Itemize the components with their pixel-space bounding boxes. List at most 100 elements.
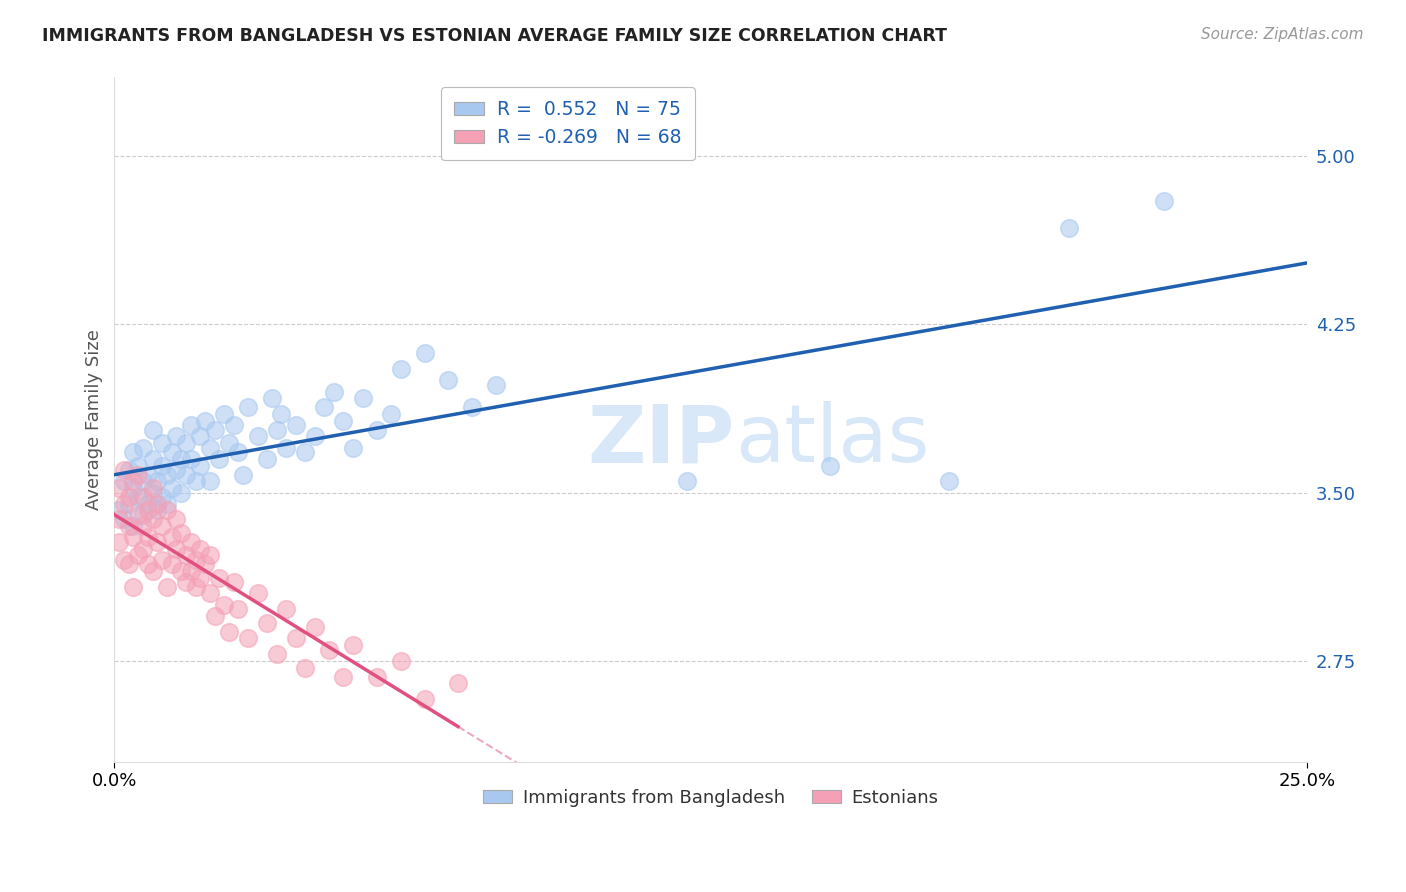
- Point: [127, 549, 149, 563]
- Point: [266, 647, 288, 661]
- Point: [276, 602, 298, 616]
- Point: [180, 451, 202, 466]
- Point: [132, 519, 155, 533]
- Point: [165, 512, 187, 526]
- Point: [118, 490, 141, 504]
- Point: [136, 558, 159, 572]
- Point: [413, 346, 436, 360]
- Point: [108, 481, 131, 495]
- Point: [150, 458, 173, 473]
- Point: [222, 418, 245, 433]
- Point: [194, 558, 217, 572]
- Text: IMMIGRANTS FROM BANGLADESH VS ESTONIAN AVERAGE FAMILY SIZE CORRELATION CHART: IMMIGRANTS FROM BANGLADESH VS ESTONIAN A…: [42, 27, 948, 45]
- Point: [938, 475, 960, 489]
- Point: [236, 632, 259, 646]
- Point: [127, 508, 149, 522]
- Point: [212, 407, 235, 421]
- Point: [294, 445, 316, 459]
- Point: [188, 429, 211, 443]
- Point: [146, 475, 169, 489]
- Point: [180, 564, 202, 578]
- Point: [198, 549, 221, 563]
- Point: [380, 407, 402, 421]
- Point: [112, 475, 135, 489]
- Point: [318, 642, 340, 657]
- Point: [188, 541, 211, 556]
- Point: [352, 392, 374, 406]
- Point: [314, 401, 336, 415]
- Point: [194, 414, 217, 428]
- Point: [1057, 220, 1080, 235]
- Point: [266, 423, 288, 437]
- Point: [256, 615, 278, 630]
- Point: [676, 475, 699, 489]
- Point: [198, 475, 221, 489]
- Point: [118, 519, 141, 533]
- Point: [174, 549, 197, 563]
- Point: [188, 458, 211, 473]
- Point: [127, 458, 149, 473]
- Point: [228, 602, 250, 616]
- Point: [180, 534, 202, 549]
- Point: [294, 660, 316, 674]
- Point: [132, 508, 155, 522]
- Point: [332, 414, 354, 428]
- Point: [112, 512, 135, 526]
- Point: [818, 458, 841, 473]
- Point: [142, 481, 165, 495]
- Point: [413, 692, 436, 706]
- Point: [160, 445, 183, 459]
- Point: [122, 580, 145, 594]
- Point: [184, 553, 207, 567]
- Point: [170, 564, 193, 578]
- Point: [284, 418, 307, 433]
- Y-axis label: Average Family Size: Average Family Size: [86, 329, 103, 510]
- Text: atlas: atlas: [735, 401, 929, 479]
- Point: [118, 463, 141, 477]
- Point: [204, 423, 226, 437]
- Point: [150, 553, 173, 567]
- Point: [437, 373, 460, 387]
- Point: [122, 519, 145, 533]
- Point: [256, 451, 278, 466]
- Point: [342, 638, 364, 652]
- Point: [180, 418, 202, 433]
- Point: [160, 558, 183, 572]
- Point: [122, 475, 145, 489]
- Point: [389, 362, 412, 376]
- Point: [156, 467, 179, 482]
- Point: [1153, 194, 1175, 208]
- Point: [284, 632, 307, 646]
- Point: [127, 490, 149, 504]
- Point: [142, 512, 165, 526]
- Point: [366, 423, 388, 437]
- Point: [150, 436, 173, 450]
- Point: [322, 384, 344, 399]
- Point: [174, 575, 197, 590]
- Point: [165, 429, 187, 443]
- Point: [218, 436, 240, 450]
- Point: [160, 530, 183, 544]
- Point: [184, 580, 207, 594]
- Point: [342, 441, 364, 455]
- Point: [122, 481, 145, 495]
- Point: [218, 624, 240, 639]
- Point: [204, 609, 226, 624]
- Text: Source: ZipAtlas.com: Source: ZipAtlas.com: [1201, 27, 1364, 42]
- Legend: Immigrants from Bangladesh, Estonians: Immigrants from Bangladesh, Estonians: [475, 782, 946, 814]
- Point: [146, 497, 169, 511]
- Point: [136, 530, 159, 544]
- Point: [112, 553, 135, 567]
- Point: [142, 423, 165, 437]
- Point: [174, 436, 197, 450]
- Point: [108, 503, 131, 517]
- Point: [136, 497, 159, 511]
- Point: [165, 463, 187, 477]
- Point: [156, 503, 179, 517]
- Point: [122, 530, 145, 544]
- Point: [132, 541, 155, 556]
- Point: [188, 571, 211, 585]
- Point: [461, 401, 484, 415]
- Point: [122, 445, 145, 459]
- Point: [304, 429, 326, 443]
